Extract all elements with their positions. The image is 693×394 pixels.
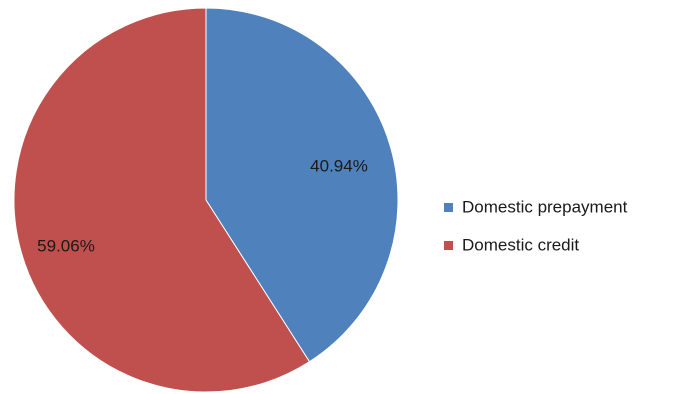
legend: Domestic prepayment Domestic credit [444,197,628,254]
pie-slices [14,8,398,392]
legend-label-domestic-prepayment: Domestic prepayment [462,197,628,216]
legend-item-domestic-prepayment: Domestic prepayment [444,197,628,216]
legend-swatch-domestic-credit [444,241,453,250]
data-label-domestic-credit: 59.06% [37,236,95,255]
data-label-domestic-prepayment: 40.94% [310,156,368,175]
legend-swatch-domestic-prepayment [444,203,453,212]
legend-label-domestic-credit: Domestic credit [462,235,579,254]
legend-item-domestic-credit: Domestic credit [444,235,579,254]
